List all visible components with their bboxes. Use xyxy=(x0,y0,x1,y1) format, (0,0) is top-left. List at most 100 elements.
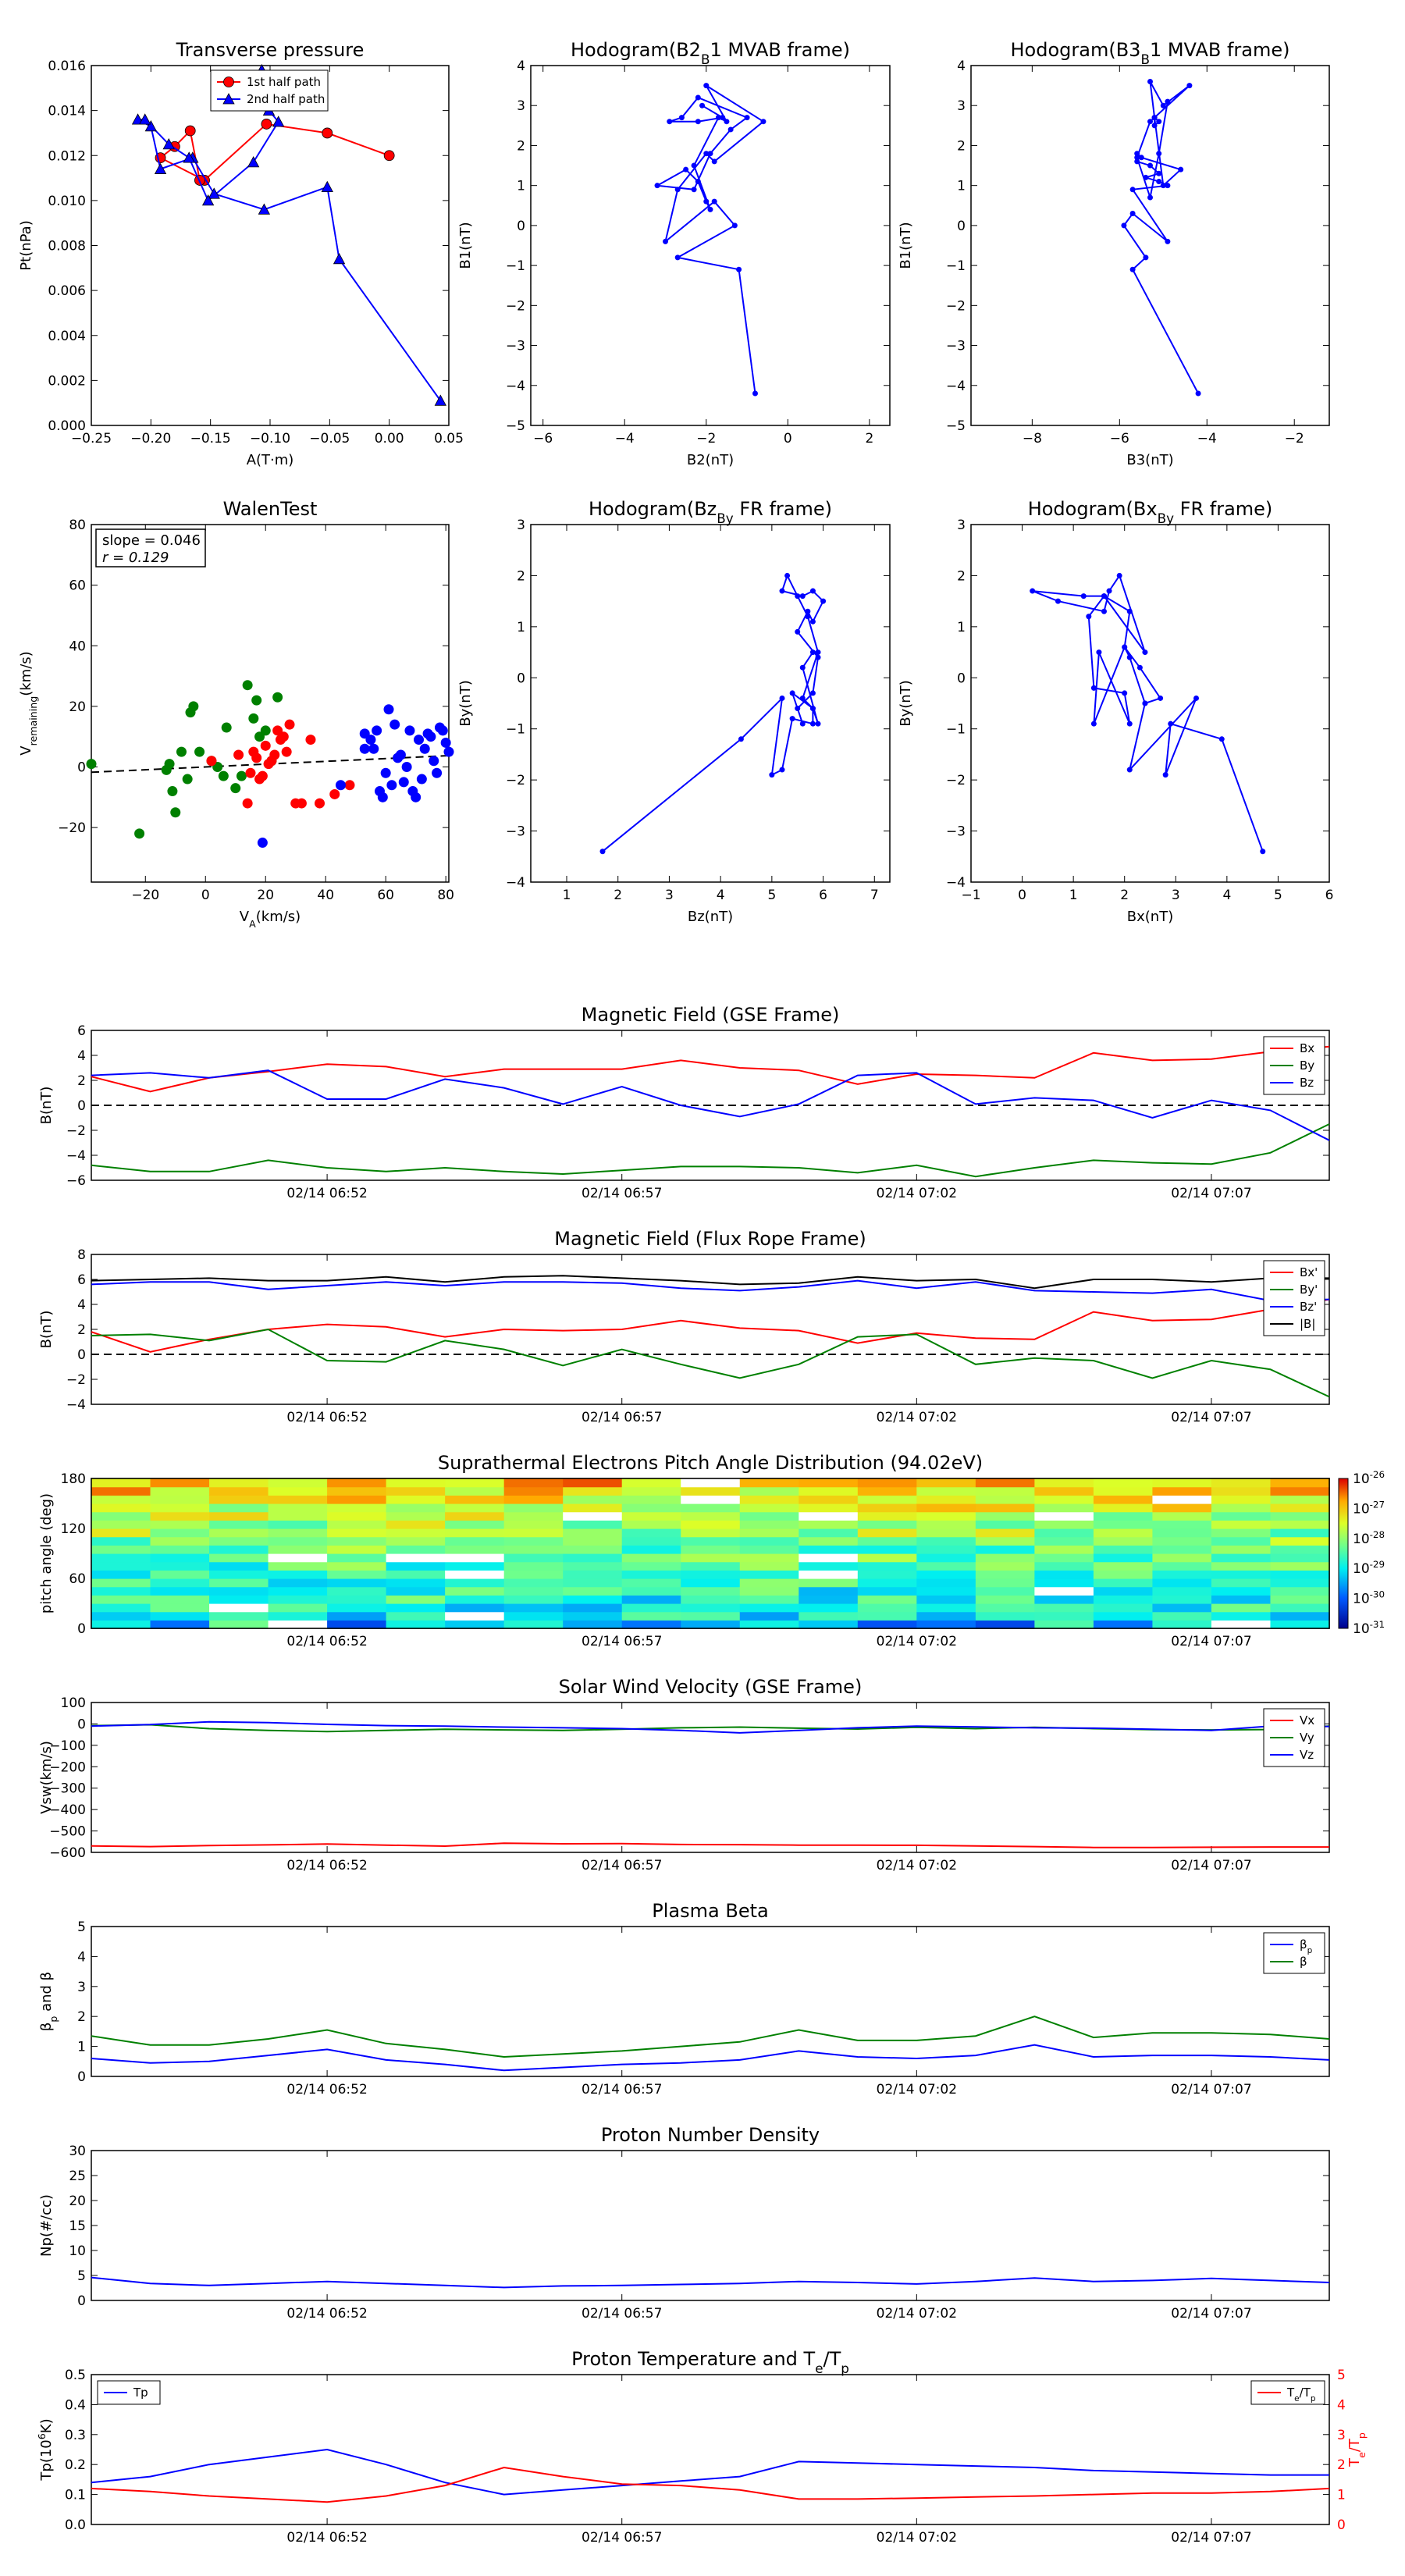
data-point xyxy=(1129,211,1136,217)
data-point xyxy=(695,94,701,101)
heatmap-cell xyxy=(1034,1578,1094,1588)
scatter-point xyxy=(440,737,451,748)
heatmap-cell xyxy=(1270,1511,1330,1521)
heatmap-cell xyxy=(1152,1528,1212,1538)
x-tick-label: 40 xyxy=(317,888,334,903)
x-tick-label: 02/14 07:02 xyxy=(877,1410,957,1425)
heatmap-cell xyxy=(327,1528,387,1538)
scatter-point xyxy=(176,746,187,757)
heatmap-cell xyxy=(327,1620,387,1629)
x-tick-label: 0 xyxy=(784,431,792,447)
plot-frame xyxy=(91,1926,1330,2077)
data-point xyxy=(784,572,791,578)
heatmap-cell xyxy=(1034,1595,1094,1604)
heatmap-cell xyxy=(563,1603,623,1613)
x-tick-label: 02/14 06:52 xyxy=(286,1858,367,1873)
heatmap-cell xyxy=(150,1511,210,1521)
heatmap-cell xyxy=(563,1620,623,1629)
heatmap-cell xyxy=(916,1611,976,1621)
heatmap-cell xyxy=(445,1495,505,1504)
colorbar-label: 10-26 xyxy=(1353,1469,1385,1487)
heatmap-cell xyxy=(91,1561,151,1571)
heatmap-cell xyxy=(621,1570,681,1579)
heatmap-cell xyxy=(916,1528,976,1538)
heatmap-cell xyxy=(209,1553,269,1563)
heatmap-cell xyxy=(1270,1620,1330,1629)
y-tick-label: 0 xyxy=(77,1717,86,1732)
plot-frame xyxy=(91,1478,1330,1629)
data-point xyxy=(1134,151,1140,157)
x-tick-label: 02/14 07:02 xyxy=(877,2306,957,2322)
heatmap-cell xyxy=(91,1545,151,1554)
scatter-point xyxy=(296,798,307,809)
heatmap-cell xyxy=(268,1511,328,1521)
scatter-point xyxy=(182,774,193,785)
heatmap-cell xyxy=(1152,1486,1212,1496)
data-point xyxy=(795,706,801,712)
data-point xyxy=(1147,194,1153,201)
heatmap-cell xyxy=(975,1553,1035,1563)
data-point xyxy=(154,162,167,174)
heatmap-cell xyxy=(209,1595,269,1604)
heatmap-cell xyxy=(857,1578,917,1588)
heatmap-cell xyxy=(1270,1528,1330,1538)
heatmap-cell xyxy=(503,1536,564,1546)
scatter-point xyxy=(389,719,400,730)
scatter-point xyxy=(260,740,271,751)
x-tick-label: 02/14 06:52 xyxy=(286,2082,367,2097)
heatmap-cell xyxy=(91,1578,151,1588)
heatmap-cell xyxy=(857,1495,917,1504)
y-tick-label: 3 xyxy=(517,98,525,114)
y-tick-label: 8 xyxy=(77,1247,86,1263)
heatmap-cell xyxy=(621,1520,681,1529)
heatmap-cell xyxy=(209,1561,269,1571)
y-tick-label: 4 xyxy=(77,1048,86,1064)
heatmap-cell xyxy=(681,1528,741,1538)
series-line xyxy=(91,1724,1330,1733)
heatmap-cell xyxy=(1270,1536,1330,1546)
scatter-point xyxy=(305,735,316,745)
heatmap-cell xyxy=(563,1511,623,1521)
data-point xyxy=(599,849,606,855)
data-point xyxy=(727,126,734,133)
data-point xyxy=(815,720,821,727)
x-tick-label: 2 xyxy=(1120,888,1129,903)
scatter-point xyxy=(368,743,379,754)
y-tick-label: 0 xyxy=(77,1621,86,1637)
heatmap-cell xyxy=(1093,1570,1154,1579)
colorbar-label: 10-27 xyxy=(1353,1499,1385,1517)
heatmap-cell xyxy=(621,1495,681,1504)
x-tick-label: −2 xyxy=(1285,431,1304,447)
y-tick-label: 4 xyxy=(77,1297,86,1313)
heatmap-cell xyxy=(209,1503,269,1513)
heatmap-cell xyxy=(150,1553,210,1563)
heatmap-cell xyxy=(1152,1495,1212,1504)
heatmap-cell xyxy=(1152,1520,1212,1529)
heatmap-cell xyxy=(681,1578,741,1588)
heatmap-cell xyxy=(916,1536,976,1546)
heatmap-cell xyxy=(1093,1495,1154,1504)
heatmap-cell xyxy=(1093,1503,1154,1513)
heatmap-cell xyxy=(445,1486,505,1496)
data-point xyxy=(162,138,175,150)
chart-title: Proton Number Density xyxy=(601,2124,820,2146)
y-tick-label: 0 xyxy=(77,760,86,776)
y-tick-label: −1 xyxy=(506,258,525,274)
y-tick-label: 2 xyxy=(517,568,525,584)
heatmap-cell xyxy=(209,1586,269,1596)
y-axis-label: By(nT) xyxy=(898,680,914,726)
data-point xyxy=(247,156,260,168)
heatmap-cell xyxy=(563,1478,623,1488)
x-axis-label: Bx(nT) xyxy=(1127,909,1173,925)
heatmap-cell xyxy=(91,1570,151,1579)
heatmap-cell xyxy=(799,1611,859,1621)
x-tick-label: 80 xyxy=(437,888,454,903)
heatmap-cell xyxy=(1270,1503,1330,1513)
heatmap-cell xyxy=(1034,1553,1094,1563)
data-point xyxy=(1156,170,1162,176)
series-line xyxy=(91,2276,1330,2289)
heatmap-cell xyxy=(268,1536,328,1546)
data-point xyxy=(805,614,811,620)
heatmap-cell xyxy=(681,1536,741,1546)
x-tick-label: 02/14 07:07 xyxy=(1171,1858,1251,1873)
